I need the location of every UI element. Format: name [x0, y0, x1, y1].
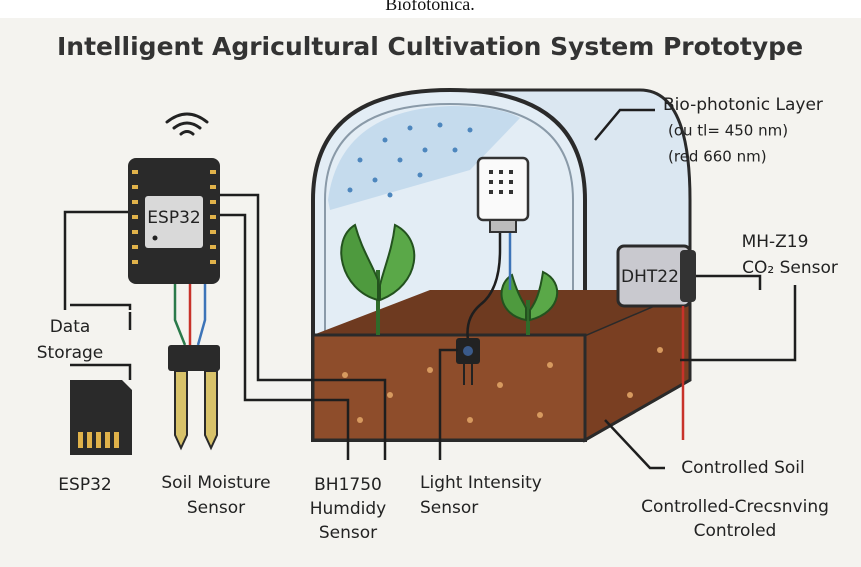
bh1750-label: Sensor: [319, 523, 377, 543]
storage-label: Data: [50, 317, 91, 337]
dht22-label: DHT22: [621, 267, 679, 287]
title: Intelligent Agricultural Cultivation Sys…: [57, 32, 803, 61]
esp32-chip-label: ESP32: [147, 208, 200, 228]
chip-dot: [153, 236, 158, 241]
soil-sensor-head: [168, 345, 220, 371]
soil-moisture-label: Soil Moisture: [161, 473, 270, 493]
storage-label: Storage: [37, 343, 104, 363]
light-sensor-eye: [463, 346, 473, 356]
diagram: Biofotonica. Intelligent Agricultural Cu…: [0, 0, 861, 567]
esp32-label: ESP32: [58, 475, 111, 495]
light-label: Light Intensity: [420, 473, 542, 493]
controlled-soil-label: Controlled Soil: [681, 458, 804, 478]
soil-moisture-label: Sensor: [187, 498, 245, 518]
bh1750-label: Humdidy: [310, 499, 386, 519]
sensor-grille: [489, 170, 513, 194]
mhz-label: MH-Z19: [742, 232, 809, 252]
humidity-sensor: [478, 158, 528, 220]
bio-label: Bio-photonic Layer: [663, 95, 823, 115]
controlled-label: Controlled-Crecsnving: [641, 497, 829, 517]
mhz-label: CO₂ Sensor: [742, 258, 838, 278]
dht22-cap: [680, 250, 696, 302]
caption: Biofotonica.: [385, 0, 474, 14]
light-label: Sensor: [420, 498, 478, 518]
bio-label: (red 660 nm): [668, 148, 767, 166]
sensor-neck: [490, 220, 516, 232]
controlled-label: Controled: [694, 521, 777, 541]
bh1750-label: BH1750: [314, 475, 382, 495]
bio-label: (ou tl= 450 nm): [668, 122, 788, 140]
